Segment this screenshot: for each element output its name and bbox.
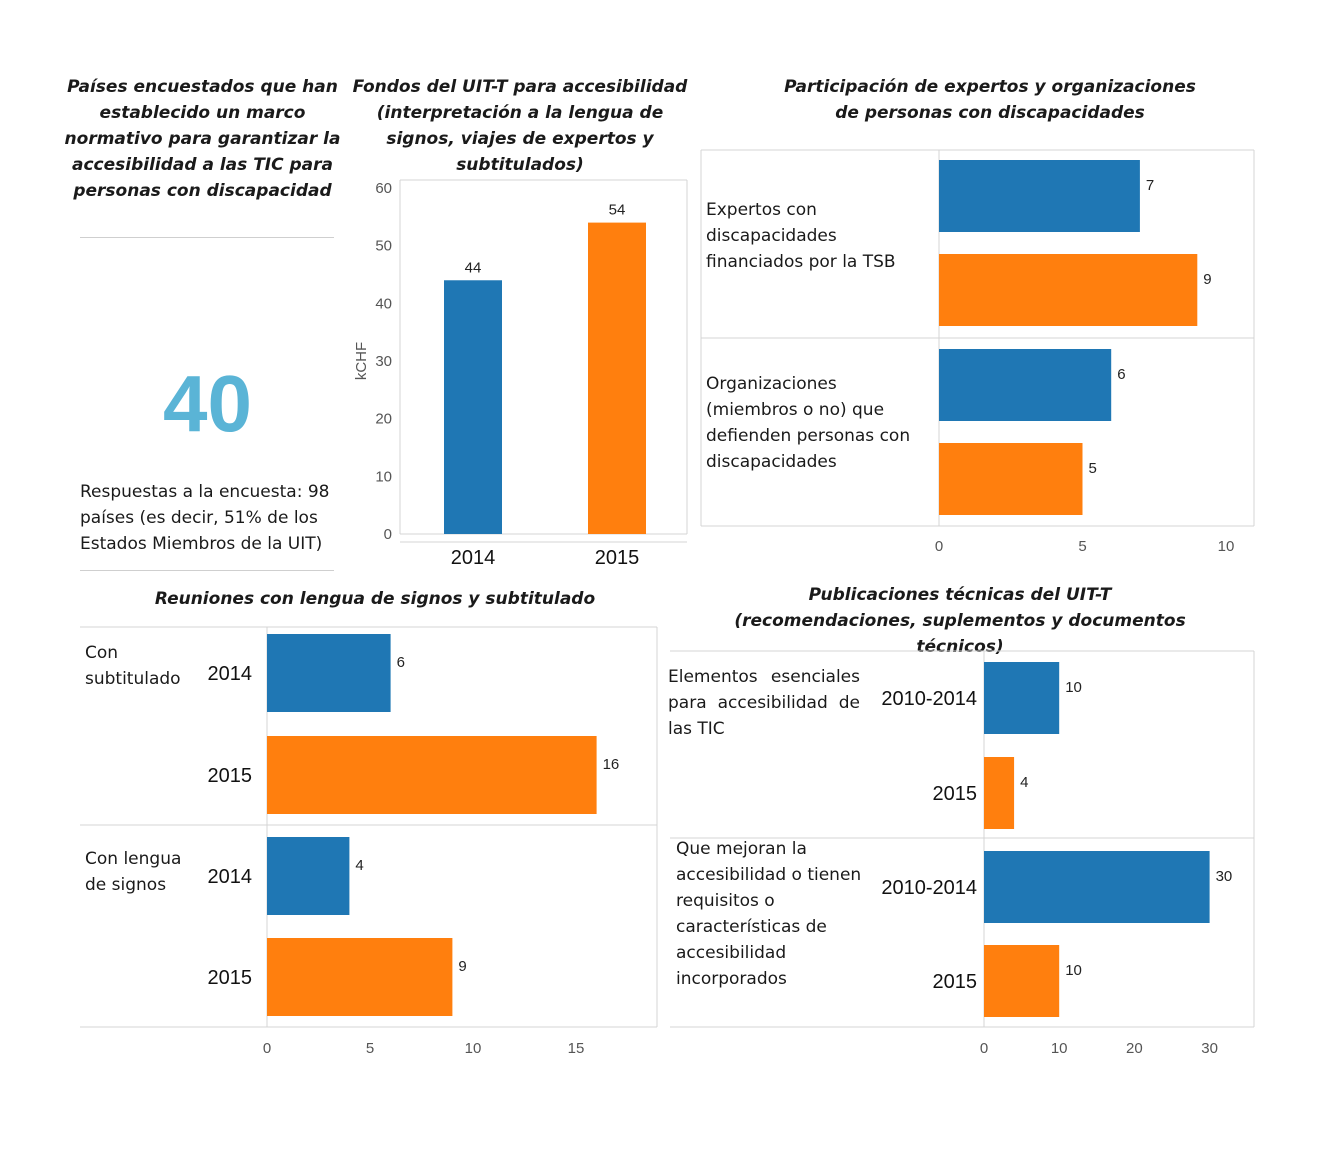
meetings-x-tick: 15 — [568, 1040, 585, 1057]
meetings-data-label: 16 — [603, 756, 620, 773]
experts-bar — [939, 160, 1140, 232]
publications-category-label: 2015 — [933, 971, 978, 993]
experts-x-tick: 0 — [935, 538, 943, 555]
experts-group-label: Expertos con discapacidades financiados … — [706, 200, 896, 272]
funds-y-axis-label: kCHF — [353, 342, 370, 380]
publications-x-tick: 0 — [980, 1040, 988, 1057]
funds-y-tick: 60 — [375, 180, 392, 197]
publications-group-label: Que mejoran la accesibilidad o tienen re… — [676, 839, 862, 989]
publications-category-label: 2015 — [933, 783, 978, 805]
meetings-chart-title: Reuniones con lengua de signos y subtitu… — [154, 589, 596, 609]
funds-bar-2015 — [588, 222, 646, 534]
meetings-category-label: 2015 — [208, 967, 253, 989]
experts-chart-title: Participación de expertos y organizacion… — [784, 77, 1196, 123]
experts-bar — [939, 349, 1112, 421]
experts-bar — [939, 254, 1198, 326]
funds-y-tick: 0 — [384, 526, 392, 543]
publications-x-tick: 20 — [1126, 1040, 1143, 1057]
meetings-data-label: 4 — [355, 857, 363, 874]
experts-data-label: 9 — [1203, 271, 1211, 288]
kpi-value: 40 — [163, 359, 252, 448]
experts-bar — [939, 443, 1083, 515]
publications-data-label: 4 — [1020, 774, 1028, 791]
kpi-title: Países encuestados que han establecido u… — [64, 77, 341, 201]
publications-data-label: 10 — [1065, 962, 1082, 979]
kpi-divider-top — [80, 237, 334, 238]
funds-y-tick: 50 — [375, 238, 392, 255]
meetings-bar — [267, 938, 453, 1016]
meetings-bar — [267, 634, 391, 712]
meetings-category-label: 2014 — [208, 663, 253, 685]
meetings-data-label: 9 — [458, 958, 466, 975]
publications-x-tick: 30 — [1201, 1040, 1218, 1057]
funds-y-tick: 20 — [375, 411, 392, 428]
publications-chart-title: Publicaciones técnicas del UIT-T (recome… — [734, 585, 1186, 657]
funds-data-label: 54 — [609, 202, 626, 219]
experts-data-label: 5 — [1089, 460, 1097, 477]
funds-x-tick: 2015 — [595, 547, 640, 569]
experts-group-label: Organizaciones (miembros o no) que defie… — [706, 374, 911, 472]
publications-bar — [984, 757, 1015, 829]
meetings-group-label: Con subtitulado — [85, 643, 181, 689]
publications-bar — [984, 945, 1060, 1017]
funds-x-tick: 2014 — [451, 547, 496, 569]
meetings-group-label: Con lengua de signos — [85, 849, 182, 895]
publications-data-label: 10 — [1065, 679, 1082, 696]
experts-x-tick: 5 — [1078, 538, 1086, 555]
meetings-data-label: 6 — [397, 654, 405, 671]
kpi-note: Respuestas a la encuesta: 98 países (es … — [80, 482, 330, 554]
publications-category-label: 2010-2014 — [881, 877, 977, 899]
meetings-bar — [267, 837, 350, 915]
funds-y-tick: 10 — [375, 468, 392, 485]
funds-chart-title: Fondos del UIT-T para accesibilidad (int… — [352, 77, 688, 175]
funds-y-tick: 40 — [375, 295, 392, 312]
funds-data-label: 44 — [465, 259, 482, 276]
funds-y-tick: 30 — [375, 353, 392, 370]
publications-category-label: 2010-2014 — [881, 688, 977, 710]
meetings-x-tick: 0 — [263, 1040, 271, 1057]
meetings-bar — [267, 736, 597, 814]
meetings-x-tick: 5 — [366, 1040, 374, 1057]
publications-x-tick: 10 — [1051, 1040, 1068, 1057]
publications-data-label: 30 — [1216, 868, 1233, 885]
experts-x-tick: 10 — [1218, 538, 1235, 555]
meetings-category-label: 2015 — [208, 765, 253, 787]
experts-data-label: 6 — [1117, 366, 1125, 383]
publications-bar — [984, 662, 1060, 734]
meetings-x-tick: 10 — [465, 1040, 482, 1057]
publications-group-label: Elementos esenciales para accesibilidad … — [668, 667, 860, 739]
funds-bar-2014 — [444, 280, 502, 534]
experts-data-label: 7 — [1146, 177, 1154, 194]
meetings-category-label: 2014 — [208, 866, 253, 888]
publications-bar — [984, 851, 1210, 923]
kpi-divider-bottom — [80, 570, 334, 571]
